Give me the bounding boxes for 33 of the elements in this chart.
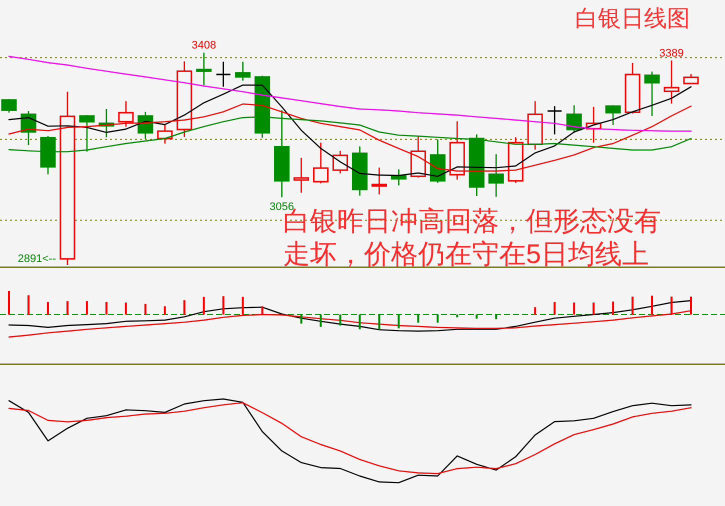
annotation: 3408 — [192, 40, 216, 52]
annotation: 2891<-- — [18, 253, 56, 265]
bar — [358, 314, 361, 330]
bar — [320, 314, 322, 327]
bar — [300, 314, 302, 324]
bar — [378, 314, 380, 330]
bar — [476, 314, 478, 319]
bar — [592, 302, 595, 314]
bar — [222, 296, 224, 314]
bar — [124, 302, 127, 314]
bar — [144, 304, 146, 314]
bar — [573, 302, 576, 314]
bar — [27, 295, 30, 314]
bar — [202, 296, 205, 314]
bar — [554, 302, 556, 314]
bar — [8, 291, 10, 314]
bar — [339, 314, 342, 326]
annotation: 3389 — [659, 48, 684, 60]
bar — [86, 301, 88, 314]
bar — [612, 302, 614, 314]
bar — [46, 302, 49, 314]
bar — [183, 300, 186, 314]
bar — [66, 301, 68, 314]
bar — [436, 314, 439, 323]
bar — [534, 307, 536, 314]
bar — [417, 314, 420, 323]
bar — [456, 314, 458, 318]
bar — [398, 314, 400, 328]
chart-title: 白银日线图 — [575, 6, 690, 31]
bar — [632, 296, 634, 314]
bar — [105, 302, 108, 314]
bar — [164, 306, 166, 314]
bar — [495, 314, 498, 320]
